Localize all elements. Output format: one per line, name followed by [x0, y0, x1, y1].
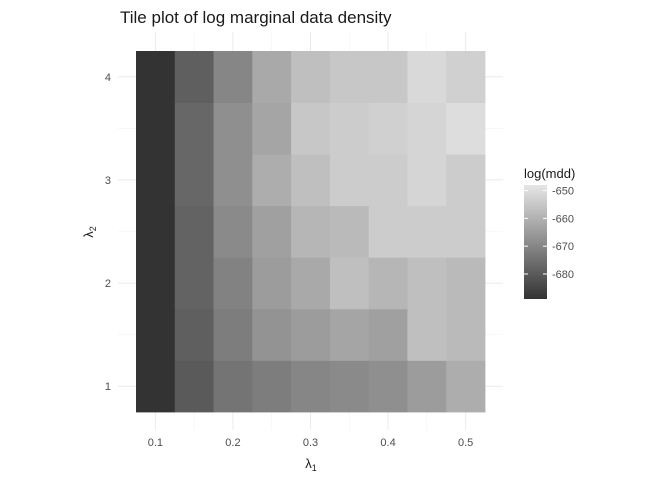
- heatmap-tile: [136, 309, 175, 361]
- heatmap-tile: [330, 360, 369, 412]
- heatmap-tile: [252, 154, 291, 206]
- heatmap-tile: [330, 103, 369, 155]
- heatmap-tile: [291, 257, 330, 309]
- legend-colorbar: [524, 185, 547, 299]
- heatmap-tile: [214, 309, 253, 361]
- heatmap-tile: [369, 103, 408, 155]
- heatmap-tile: [291, 206, 330, 258]
- y-axis-ticks: 1 2 3 4: [105, 72, 111, 393]
- heatmap-tile: [330, 154, 369, 206]
- heatmap-tile: [214, 206, 253, 258]
- heatmap-tile: [446, 360, 485, 412]
- heatmap-tile: [252, 206, 291, 258]
- heatmap-tile: [291, 309, 330, 361]
- heatmap-tile: [330, 51, 369, 103]
- x-tick-label: 0.5: [458, 437, 473, 449]
- y-axis-label-subscript: 2: [88, 226, 98, 231]
- heatmap-tile: [175, 309, 214, 361]
- heatmap-tile: [291, 103, 330, 155]
- heatmap-tile: [252, 309, 291, 361]
- heatmap-tile: [291, 154, 330, 206]
- heatmap-tile: [252, 103, 291, 155]
- heatmap-tile: [330, 257, 369, 309]
- heatmap-tile: [407, 309, 446, 361]
- legend: log(mdd) -650 -660 -670 -680: [524, 166, 575, 299]
- heatmap-tile: [252, 257, 291, 309]
- heatmap-tile: [175, 360, 214, 412]
- heatmap-tile: [407, 360, 446, 412]
- heatmap-tile: [369, 51, 408, 103]
- heatmap-tile: [407, 154, 446, 206]
- heatmap-tile: [175, 206, 214, 258]
- legend-tick-label: -680: [552, 269, 574, 281]
- legend-tick-label: -670: [552, 241, 574, 253]
- heatmap-tile: [252, 360, 291, 412]
- heatmap-tile: [136, 51, 175, 103]
- heatmap-tile: [407, 257, 446, 309]
- heatmap-tile: [136, 154, 175, 206]
- x-axis-ticks: 0.1 0.2 0.3 0.4 0.5: [148, 437, 474, 449]
- y-tick-label: 2: [105, 278, 111, 290]
- heatmap-tile: [175, 257, 214, 309]
- heatmap-tile: [369, 154, 408, 206]
- heatmap-tile: [214, 360, 253, 412]
- heatmap-tile: [291, 360, 330, 412]
- heatmap-tile: [214, 154, 253, 206]
- chart-title: Tile plot of log marginal data density: [120, 8, 392, 27]
- x-tick-label: 0.2: [225, 437, 240, 449]
- x-axis-label-subscript: 1: [312, 463, 317, 473]
- y-axis-label: λ2: [81, 226, 98, 238]
- heatmap-tile: [136, 257, 175, 309]
- x-tick-label: 0.3: [303, 437, 318, 449]
- heatmap-tile: [369, 360, 408, 412]
- heatmap-tile: [136, 206, 175, 258]
- heatmap-tile: [369, 257, 408, 309]
- heatmap-tile: [407, 103, 446, 155]
- x-tick-label: 0.1: [148, 437, 163, 449]
- heatmap-tile: [214, 51, 253, 103]
- heatmap-tile: [291, 51, 330, 103]
- heatmap-tile: [446, 309, 485, 361]
- x-tick-label: 0.4: [380, 437, 395, 449]
- y-tick-label: 1: [105, 381, 111, 393]
- y-tick-label: 4: [105, 72, 111, 84]
- legend-tick-label: -650: [552, 186, 574, 198]
- heatmap-tile: [175, 103, 214, 155]
- legend-tick-label: -660: [552, 213, 574, 225]
- heatmap-tile: [252, 51, 291, 103]
- y-tick-label: 3: [105, 175, 111, 187]
- heatmap-tile: [214, 257, 253, 309]
- heatmap-tile: [175, 154, 214, 206]
- heatmap-tile: [446, 257, 485, 309]
- legend-title: log(mdd): [524, 166, 575, 181]
- tiles: [136, 51, 485, 412]
- heatmap-tile: [330, 309, 369, 361]
- heatmap-tile: [446, 206, 485, 258]
- heatmap-tile: [214, 103, 253, 155]
- heatmap-tile: [136, 103, 175, 155]
- heatmap-tile: [175, 51, 214, 103]
- heatmap-tile: [369, 206, 408, 258]
- heatmap-tile: [446, 103, 485, 155]
- heatmap-tile: [136, 360, 175, 412]
- heatmap-tile: [446, 51, 485, 103]
- heatmap-tile: [330, 206, 369, 258]
- heatmap-tile: [407, 51, 446, 103]
- heatmap-tile: [369, 309, 408, 361]
- heatmap-tile: [446, 154, 485, 206]
- heatmap-tile: [407, 206, 446, 258]
- x-axis-label: λ1: [305, 456, 317, 473]
